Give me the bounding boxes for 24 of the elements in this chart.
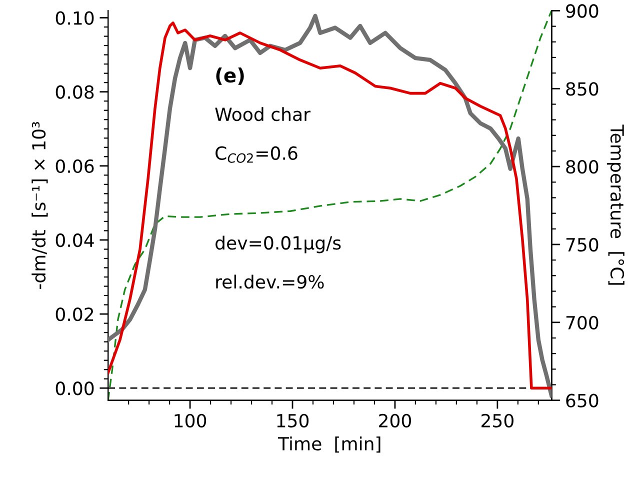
x-tick-label: 250 <box>482 414 514 428</box>
y-axis-title: -dm/dt [s⁻¹] × 10³ <box>32 122 48 290</box>
y2-tick-label: 800 <box>566 160 598 174</box>
x-tick-label: 150 <box>277 414 309 428</box>
y2-tick-label: 900 <box>566 4 598 18</box>
y-tick-label: 0.10 <box>56 11 94 25</box>
y2-tick-label: 850 <box>566 82 598 96</box>
y2-tick-label: 750 <box>566 238 598 252</box>
x-tick-label: 100 <box>174 414 206 428</box>
annotation: (e) <box>216 68 244 85</box>
y2-tick-label: 700 <box>566 316 598 330</box>
y2-tick-label: 650 <box>566 394 598 408</box>
y-tick-label: 0.02 <box>56 307 94 322</box>
annotation: Wood char <box>215 107 310 122</box>
x-tick-label: 200 <box>379 414 411 428</box>
y-tick-label: 0.06 <box>56 159 94 174</box>
annotation: dev=0.01μg/s <box>216 236 341 254</box>
annotation: C$_{CO2}$=0.6 <box>216 146 298 163</box>
y-tick-label: 0.04 <box>56 233 94 248</box>
y-tick-label: 0.08 <box>56 85 94 99</box>
annotation: rel.dev.=9% <box>216 274 324 289</box>
y2-axis-title: Temperature [°C] <box>606 124 624 285</box>
x-axis-title: Time [min] <box>278 436 380 453</box>
y-tick-label: 0.00 <box>56 382 94 396</box>
